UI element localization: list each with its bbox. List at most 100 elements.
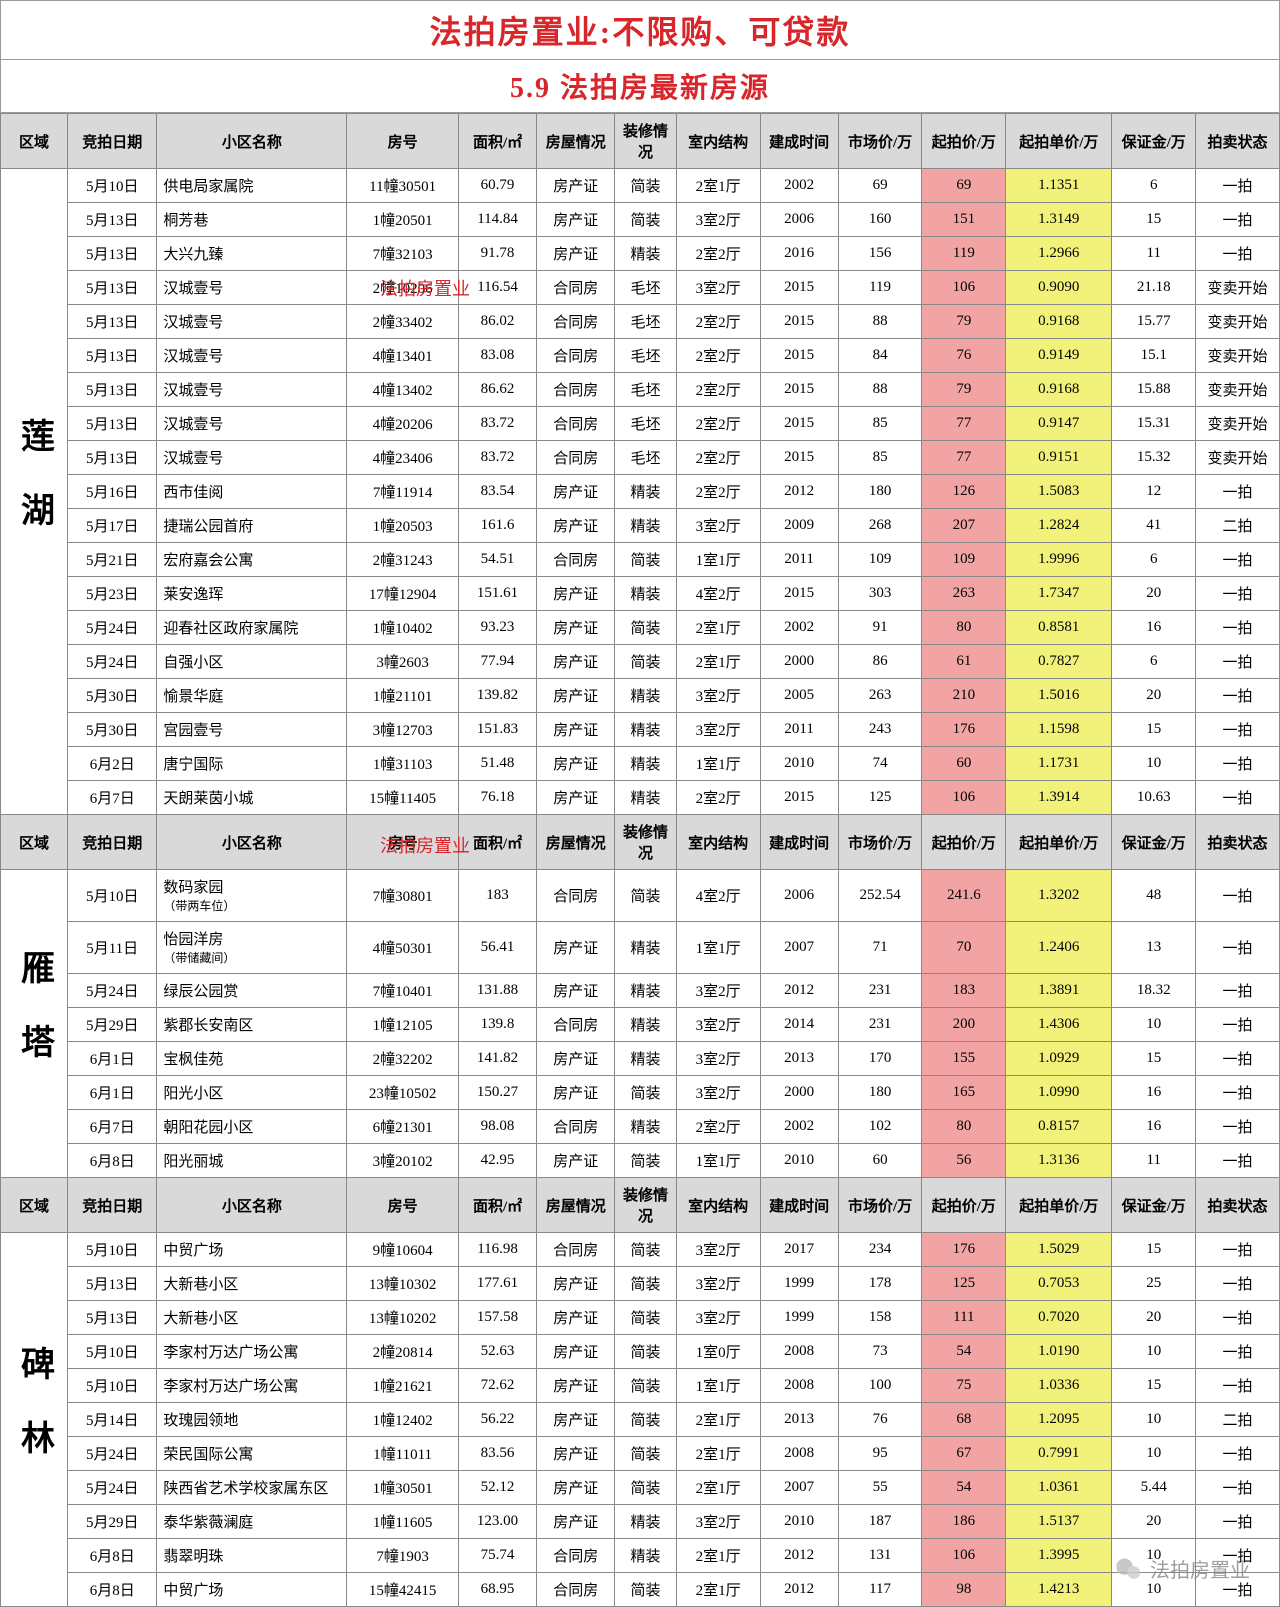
data-cell: 119	[922, 237, 1006, 271]
data-cell: 1幢31103	[347, 747, 459, 781]
data-cell: 4幢23406	[347, 441, 459, 475]
data-cell: 简装	[615, 870, 676, 922]
table-row: 5月23日莱安逸珲17幢12904151.61房产证精装4室2厅20153032…	[1, 577, 1280, 611]
table-row: 5月13日汉城壹号4幢2020683.72合同房毛坯2室2厅201585770.…	[1, 407, 1280, 441]
data-cell: 85	[838, 441, 922, 475]
data-cell: 2室1厅	[676, 1539, 760, 1573]
data-cell: 170	[838, 1042, 922, 1076]
data-cell: 9幢10604	[347, 1233, 459, 1267]
header-row: 区域竞拍日期小区名称房号面积/㎡房屋情况装修情况室内结构建成时间市场价/万起拍价…	[1, 114, 1280, 169]
data-cell: 2015	[760, 781, 838, 815]
col-header: 区域	[1, 114, 68, 169]
data-cell: 李家村万达广场公寓	[157, 1335, 347, 1369]
data-cell: 2000	[760, 1076, 838, 1110]
data-cell: 2幢32202	[347, 1042, 459, 1076]
data-cell: 68.95	[458, 1573, 536, 1607]
data-cell: 一拍	[1196, 169, 1280, 203]
data-cell: 20	[1112, 679, 1196, 713]
data-cell: 69	[838, 169, 922, 203]
data-cell: 陕西省艺术学校家属东区	[157, 1471, 347, 1505]
data-cell: 毛坯	[615, 373, 676, 407]
table-row: 5月30日愉景华庭1幢21101139.82房产证精装3室2厅200526321…	[1, 679, 1280, 713]
data-cell: 1幢12105	[347, 1008, 459, 1042]
data-cell: 75.74	[458, 1539, 536, 1573]
data-cell: 2幢33402	[347, 305, 459, 339]
data-cell: 11	[1112, 237, 1196, 271]
data-cell: 3室2厅	[676, 679, 760, 713]
data-cell: 15幢11405	[347, 781, 459, 815]
data-cell: 1.4213	[1006, 1573, 1112, 1607]
data-cell: 109	[838, 543, 922, 577]
data-cell: 2室1厅	[676, 1403, 760, 1437]
data-cell: 210	[922, 679, 1006, 713]
col-header: 起拍单价/万	[1006, 1178, 1112, 1233]
data-cell: 毛坯	[615, 271, 676, 305]
data-cell: 7幢11914	[347, 475, 459, 509]
table-row: 5月24日自强小区3幢260377.94房产证简装2室1厅200086610.7…	[1, 645, 1280, 679]
table-row: 6月8日阳光丽城3幢2010242.95房产证简装1室1厅201060561.3…	[1, 1144, 1280, 1178]
data-cell: 房产证	[537, 922, 615, 974]
data-cell: 160	[838, 203, 922, 237]
data-cell: 83.54	[458, 475, 536, 509]
data-cell: 20	[1112, 1505, 1196, 1539]
data-cell: 合同房	[537, 305, 615, 339]
col-header: 室内结构	[676, 815, 760, 870]
data-cell: 15	[1112, 1233, 1196, 1267]
table-row: 6月8日中贸广场15幢4241568.95合同房简装2室1厅2012117981…	[1, 1573, 1280, 1607]
data-cell: 155	[922, 1042, 1006, 1076]
table-row: 5月13日汉城壹号2幢3340286.02合同房毛坯2室2厅201588790.…	[1, 305, 1280, 339]
data-cell: 52.63	[458, 1335, 536, 1369]
data-cell: 2010	[760, 747, 838, 781]
data-cell: 一拍	[1196, 1505, 1280, 1539]
data-cell: 房产证	[537, 1144, 615, 1178]
data-cell: 怡园洋房（带储藏间）	[157, 922, 347, 974]
table-row: 5月29日紫郡长安南区1幢12105139.8合同房精装3室2厅20142312…	[1, 1008, 1280, 1042]
data-cell: 合同房	[537, 441, 615, 475]
sub-title: 5.9 法拍房最新房源	[0, 60, 1280, 113]
data-cell: 精装	[615, 1539, 676, 1573]
data-cell: 79	[922, 373, 1006, 407]
data-cell: 2007	[760, 1471, 838, 1505]
col-header: 装修情况	[615, 1178, 676, 1233]
data-cell: 2002	[760, 1110, 838, 1144]
data-cell: 2010	[760, 1505, 838, 1539]
data-cell: 263	[922, 577, 1006, 611]
data-cell: 3幢12703	[347, 713, 459, 747]
data-cell: 1.5083	[1006, 475, 1112, 509]
data-cell: 1.9996	[1006, 543, 1112, 577]
table-row: 5月16日西市佳阅7幢1191483.54房产证精装2室2厅2012180126…	[1, 475, 1280, 509]
data-cell: 5月30日	[68, 679, 157, 713]
data-cell: 1.3891	[1006, 974, 1112, 1008]
data-cell: 15	[1112, 713, 1196, 747]
data-cell: 1.3995	[1006, 1539, 1112, 1573]
data-cell: 60	[922, 747, 1006, 781]
data-cell: 5月10日	[68, 1369, 157, 1403]
data-cell: 2室2厅	[676, 305, 760, 339]
col-header: 拍卖状态	[1196, 1178, 1280, 1233]
table-row: 5月17日捷瑞公园首府1幢20503161.6房产证精装3室2厅20092682…	[1, 509, 1280, 543]
data-cell: 15.32	[1112, 441, 1196, 475]
data-cell: 3室2厅	[676, 271, 760, 305]
data-cell: 2室2厅	[676, 339, 760, 373]
table-row: 5月24日荣民国际公寓1幢1101183.56房产证简装2室1厅20089567…	[1, 1437, 1280, 1471]
data-cell: 67	[922, 1437, 1006, 1471]
data-cell: 207	[922, 509, 1006, 543]
table-row: 5月13日汉城壹号4幢1340183.08合同房毛坯2室2厅201584760.…	[1, 339, 1280, 373]
data-cell: 2幢31243	[347, 543, 459, 577]
data-cell: 131.88	[458, 974, 536, 1008]
data-cell: 6月1日	[68, 1042, 157, 1076]
data-cell: 234	[838, 1233, 922, 1267]
table-row: 5月13日大新巷小区13幢10302177.61房产证简装3室2厅1999178…	[1, 1267, 1280, 1301]
data-cell: 精装	[615, 237, 676, 271]
data-cell: 2002	[760, 611, 838, 645]
data-cell: 151.83	[458, 713, 536, 747]
data-cell: 54	[922, 1471, 1006, 1505]
table-row: 5月21日宏府嘉会公寓2幢3124354.51合同房简装1室1厅20111091…	[1, 543, 1280, 577]
data-cell: 1.7347	[1006, 577, 1112, 611]
data-cell: 一拍	[1196, 1301, 1280, 1335]
data-cell: 1.2824	[1006, 509, 1112, 543]
data-cell: 5月24日	[68, 645, 157, 679]
data-cell: 158	[838, 1301, 922, 1335]
data-cell: 供电局家属院	[157, 169, 347, 203]
data-cell: 2013	[760, 1403, 838, 1437]
